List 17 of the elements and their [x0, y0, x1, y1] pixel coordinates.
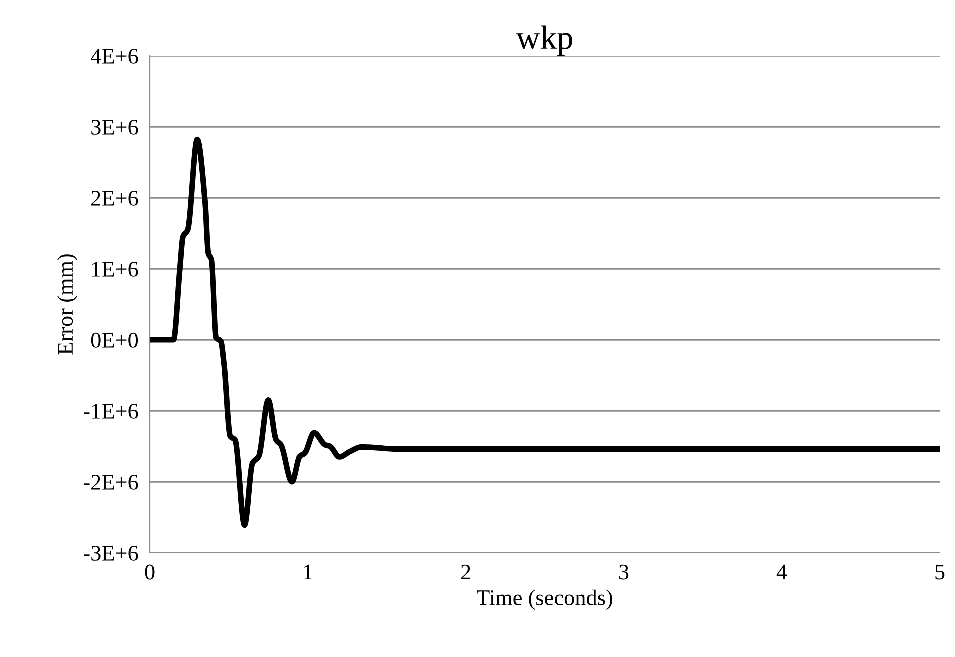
y-tick-label: -1E+6: [84, 404, 138, 419]
x-tick-label: 5: [936, 564, 945, 580]
x-tick-label: 4: [776, 564, 788, 580]
x-tick-label: 1: [304, 564, 312, 580]
x-tick-label: 2: [461, 564, 470, 580]
y-tick-label: 2E+6: [92, 190, 138, 206]
y-tick-label: 4E+6: [90, 48, 138, 64]
y-axis-title: Error (mm): [57, 254, 78, 355]
x-axis-title: Time (seconds): [476, 590, 612, 610]
y-tick-label: 1E+6: [92, 262, 138, 277]
x-tick-label: 0: [145, 564, 155, 580]
y-tick-label: 3E+6: [92, 120, 138, 135]
y-tick-label: -2E+6: [84, 474, 138, 490]
x-tick-label: 3: [620, 564, 629, 580]
y-tick-label: -3E+6: [84, 546, 138, 561]
chart-title: wkp: [516, 26, 572, 56]
y-tick-label: 0E+0: [91, 332, 138, 348]
